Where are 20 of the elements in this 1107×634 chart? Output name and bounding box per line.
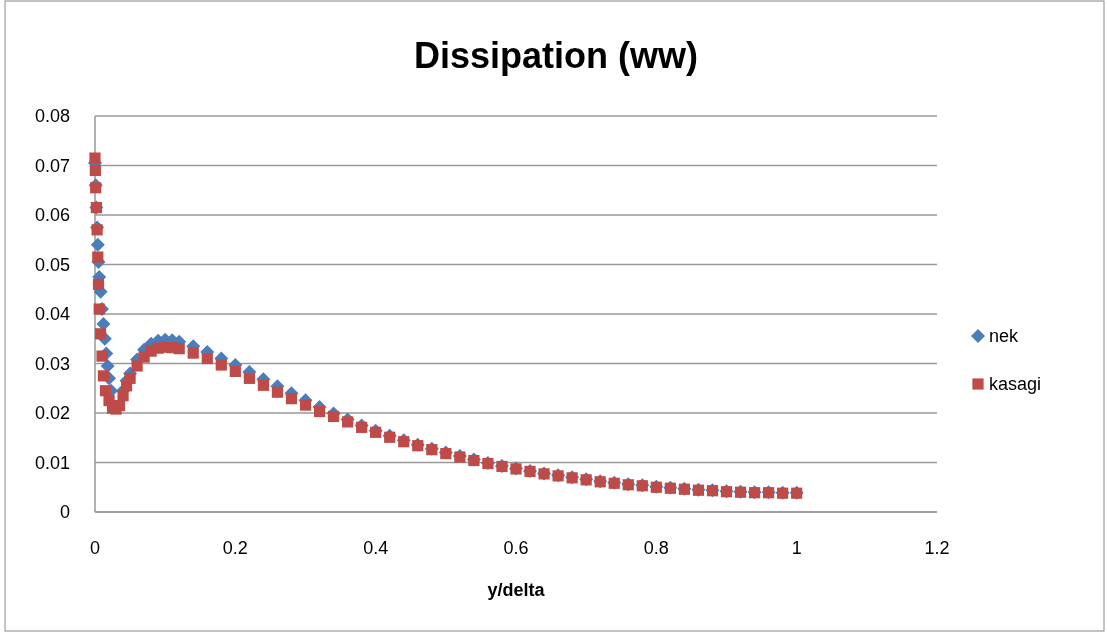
y-tick-label: 0.05 <box>34 254 70 275</box>
x-tick-label: 0.6 <box>503 538 529 558</box>
legend-label: nek <box>989 326 1020 347</box>
x-tick-label: 0 <box>89 538 101 558</box>
y-tick-label: 0.02 <box>34 403 70 424</box>
x-tick-label: 1 <box>791 538 802 558</box>
y-tick-label: 0.03 <box>34 353 70 374</box>
x-tick-label: 0.2 <box>222 538 248 558</box>
x-tick-label: 0.8 <box>643 538 669 558</box>
y-tick-label: 0.01 <box>34 452 70 473</box>
y-tick-label: 0.07 <box>34 155 70 176</box>
legend-label: kasagi <box>989 374 1042 395</box>
y-tick-label: 0.04 <box>34 304 70 325</box>
y-tick-label: 0.06 <box>34 205 70 226</box>
x-tick-label: 0.4 <box>363 538 389 558</box>
y-tick-label: 0.08 <box>34 106 70 127</box>
y-tick-label: 0 <box>59 502 70 523</box>
x-tick-label: 1.2 <box>924 538 950 558</box>
chart-title: Dissipation (ww) <box>413 35 699 76</box>
x-axis-title: y/delta <box>487 580 546 600</box>
